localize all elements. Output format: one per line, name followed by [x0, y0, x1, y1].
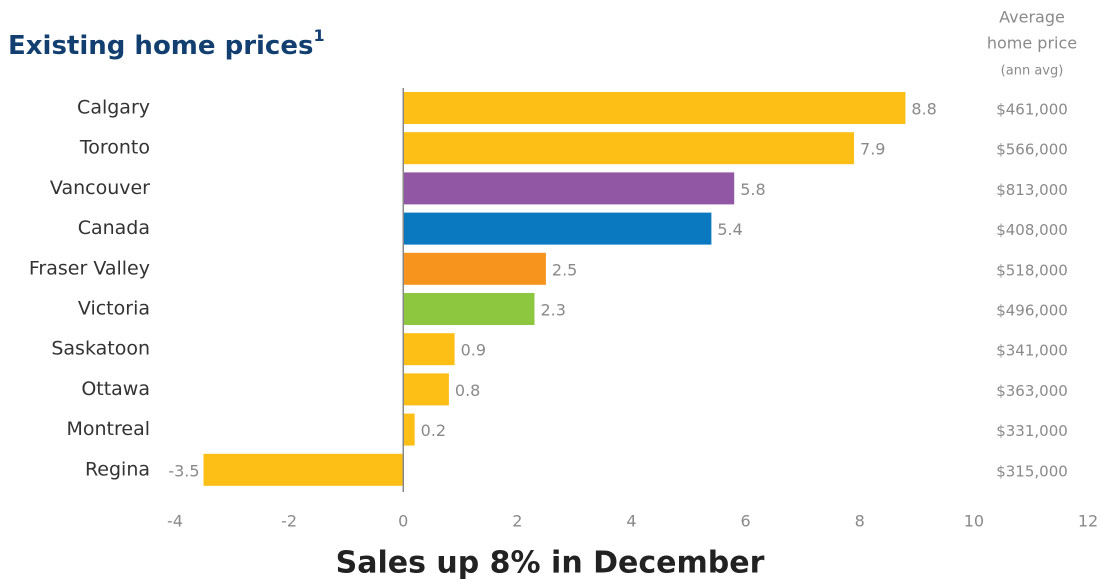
footer-title: Sales up 8% in December: [336, 546, 765, 581]
bar: [203, 453, 404, 486]
x-tick-label: 8: [855, 512, 865, 531]
price-label: $518,000: [996, 261, 1068, 279]
price-label: $315,000: [996, 462, 1068, 480]
category-label: Montreal: [66, 418, 150, 440]
bar: [403, 333, 455, 366]
price-label: $331,000: [996, 422, 1068, 440]
bar: [403, 373, 449, 406]
price-label: $341,000: [996, 342, 1068, 360]
x-tick-label: 6: [741, 512, 751, 531]
column-header: Average: [999, 8, 1065, 27]
value-label: 7.9: [860, 140, 885, 159]
value-label: 5.8: [740, 180, 765, 199]
bar: [403, 132, 855, 165]
price-label: $408,000: [996, 221, 1068, 239]
price-label: $496,000: [996, 302, 1068, 320]
category-label: Ottawa: [81, 378, 150, 400]
category-label: Fraser Valley: [29, 257, 150, 279]
column-header: home price: [987, 34, 1077, 53]
price-label: $363,000: [996, 382, 1068, 400]
category-label: Victoria: [78, 298, 150, 320]
x-tick-label: -4: [167, 512, 183, 531]
value-label: 8.8: [911, 100, 936, 119]
bar: [403, 92, 906, 124]
bar: [403, 293, 535, 325]
value-label: -3.5: [168, 461, 199, 480]
x-tick-label: -2: [281, 512, 297, 531]
value-label: 5.4: [717, 220, 742, 239]
price-label: $566,000: [996, 141, 1068, 159]
x-tick-label: 10: [964, 512, 984, 531]
x-tick-label: 4: [626, 512, 636, 531]
bar: [403, 252, 546, 285]
column-header: (ann avg): [1001, 64, 1064, 79]
value-label: 2.3: [540, 301, 565, 320]
title-superscript: 1: [313, 26, 324, 45]
category-label: Saskatoon: [51, 338, 150, 360]
category-label: Calgary: [77, 97, 150, 119]
value-label: 0.2: [421, 421, 446, 440]
category-label: Canada: [78, 217, 150, 239]
title-text: Existing home prices: [8, 31, 313, 61]
price-label: $813,000: [996, 181, 1068, 199]
x-tick-label: 2: [512, 512, 522, 531]
value-label: 2.5: [552, 260, 577, 279]
category-label: Toronto: [79, 137, 150, 159]
chart-title: Existing home prices1: [8, 26, 325, 61]
category-label: Regina: [85, 458, 150, 480]
x-tick-label: 12: [1078, 512, 1098, 531]
category-label: Vancouver: [50, 177, 150, 199]
value-label: 0.8: [455, 381, 480, 400]
bar: [403, 212, 712, 245]
bar: [403, 413, 415, 446]
value-label: 0.9: [461, 341, 486, 360]
bar: [403, 172, 735, 205]
price-label: $461,000: [996, 101, 1068, 119]
x-tick-label: 0: [398, 512, 408, 531]
